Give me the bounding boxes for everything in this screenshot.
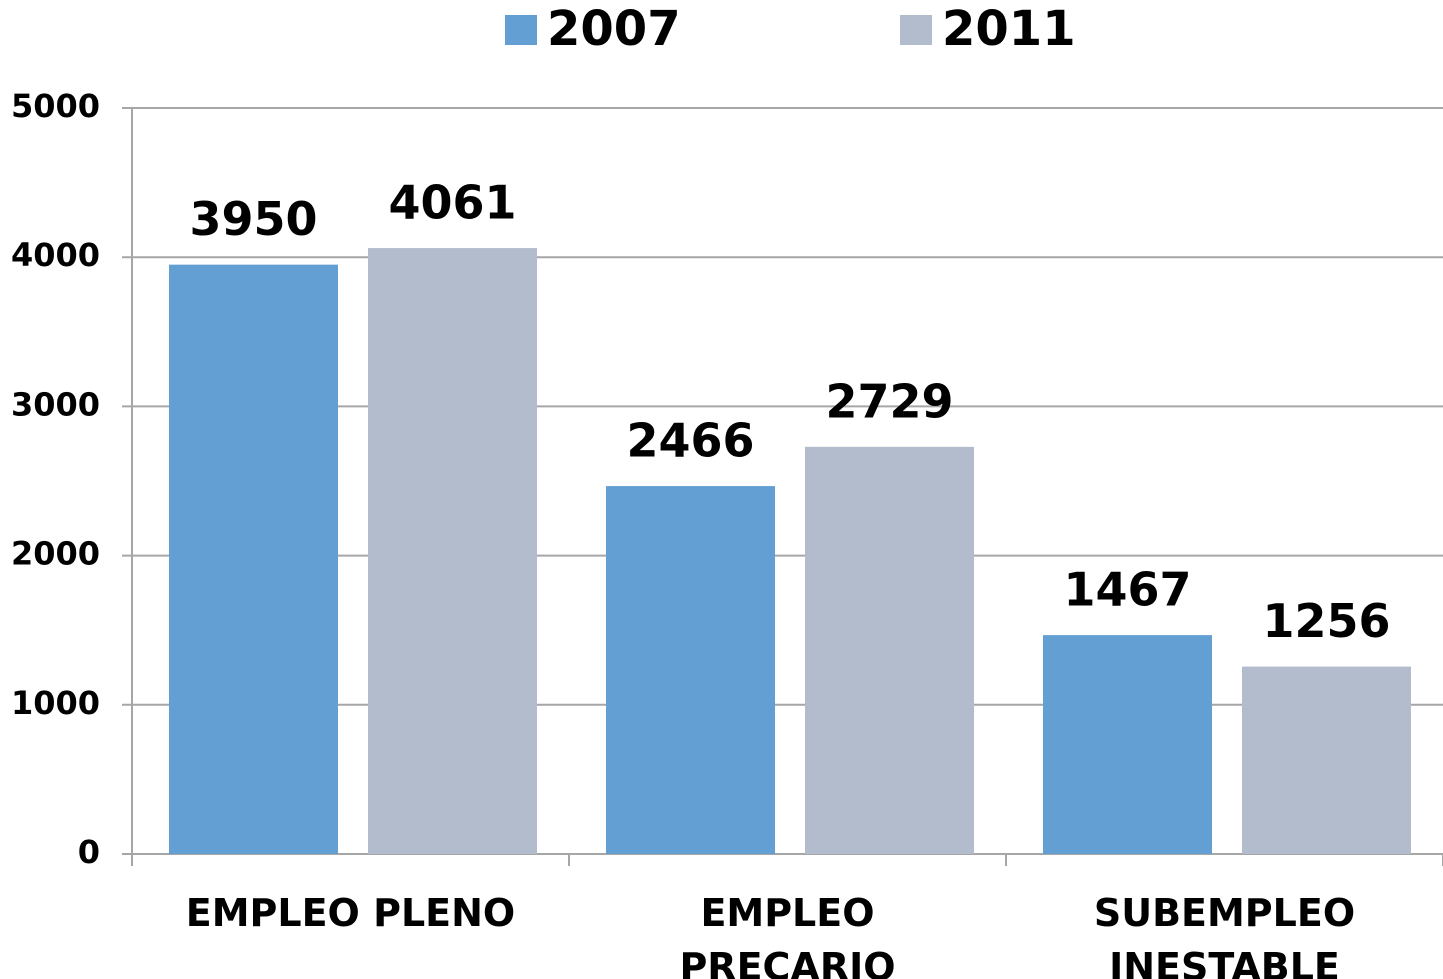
data-label: 3950 <box>189 192 317 246</box>
data-label: 1256 <box>1262 594 1390 648</box>
legend-label: 2007 <box>547 1 681 57</box>
legend-label: 2011 <box>942 1 1076 57</box>
y-tick-label: 1000 <box>11 684 100 722</box>
x-tick-label: SUBEMPLEO INESTABLE <box>1093 891 1356 979</box>
data-label: 1467 <box>1063 563 1191 617</box>
bar <box>169 264 338 854</box>
bar <box>606 486 775 854</box>
data-label: 2466 <box>626 414 754 468</box>
y-tick-label: 3000 <box>11 385 100 423</box>
x-tick-label: EMPLEO PRECARIO <box>679 891 896 979</box>
y-tick-label: 2000 <box>11 535 100 573</box>
y-tick-label: 4000 <box>11 236 100 274</box>
bar <box>368 248 537 854</box>
legend-swatch <box>505 15 537 45</box>
data-label: 2729 <box>825 374 953 428</box>
bar <box>1242 666 1411 854</box>
legend-swatch <box>900 15 932 45</box>
y-tick-label: 0 <box>78 833 100 871</box>
y-tick-label: 5000 <box>11 87 100 125</box>
data-label: 4061 <box>388 176 516 230</box>
bar <box>805 446 974 854</box>
x-tick-label: EMPLEO PLENO <box>185 891 516 935</box>
bar <box>1043 635 1212 854</box>
